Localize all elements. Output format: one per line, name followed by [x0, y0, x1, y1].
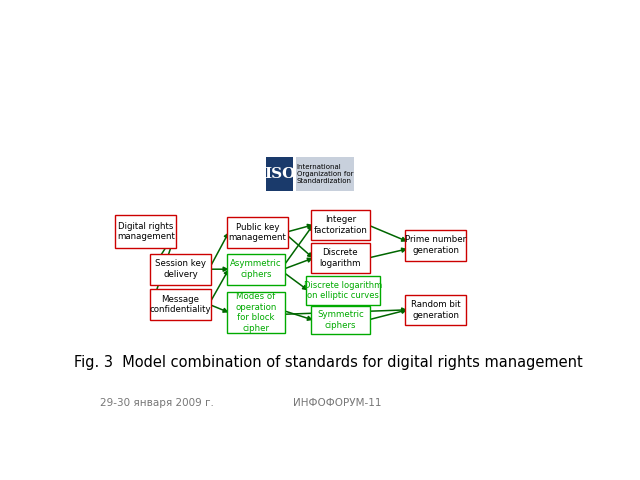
FancyBboxPatch shape — [150, 289, 211, 320]
FancyBboxPatch shape — [227, 291, 285, 333]
FancyBboxPatch shape — [311, 209, 370, 240]
Text: Symmetric
ciphers: Symmetric ciphers — [317, 310, 364, 330]
Text: Prime number
generation: Prime number generation — [405, 236, 467, 255]
FancyBboxPatch shape — [311, 243, 370, 274]
Text: 29-30 января 2009 г.: 29-30 января 2009 г. — [100, 398, 214, 408]
Text: Fig. 3  Model combination of standards for digital rights management: Fig. 3 Model combination of standards fo… — [74, 355, 582, 370]
FancyBboxPatch shape — [227, 217, 288, 248]
FancyBboxPatch shape — [150, 254, 211, 285]
Text: Discrete logarithm
on elliptic curves: Discrete logarithm on elliptic curves — [304, 281, 382, 300]
FancyBboxPatch shape — [266, 157, 293, 191]
FancyBboxPatch shape — [405, 295, 467, 325]
Text: Random bit
generation: Random bit generation — [411, 300, 461, 320]
Text: Public key
management: Public key management — [228, 223, 286, 242]
FancyBboxPatch shape — [311, 306, 370, 335]
FancyBboxPatch shape — [405, 230, 467, 261]
FancyBboxPatch shape — [227, 254, 285, 285]
Text: Digital rights
management: Digital rights management — [116, 222, 175, 241]
FancyBboxPatch shape — [115, 215, 176, 248]
FancyBboxPatch shape — [296, 157, 355, 191]
Text: Discrete
logarithm: Discrete logarithm — [319, 249, 361, 268]
Text: Asymmetric
ciphers: Asymmetric ciphers — [230, 260, 282, 279]
Text: Session key
delivery: Session key delivery — [155, 260, 206, 279]
Text: ISO: ISO — [264, 167, 295, 181]
Text: International
Organization for
Standardization: International Organization for Standardi… — [297, 164, 353, 184]
Text: Integer
factorization: Integer factorization — [314, 215, 367, 235]
Text: ИНФОФОРУМ-11: ИНФОФОРУМ-11 — [293, 398, 382, 408]
FancyBboxPatch shape — [306, 276, 380, 305]
Text: Message
confidentiality: Message confidentiality — [150, 295, 211, 314]
Text: Modes of
operation
for block
cipher: Modes of operation for block cipher — [236, 292, 276, 333]
